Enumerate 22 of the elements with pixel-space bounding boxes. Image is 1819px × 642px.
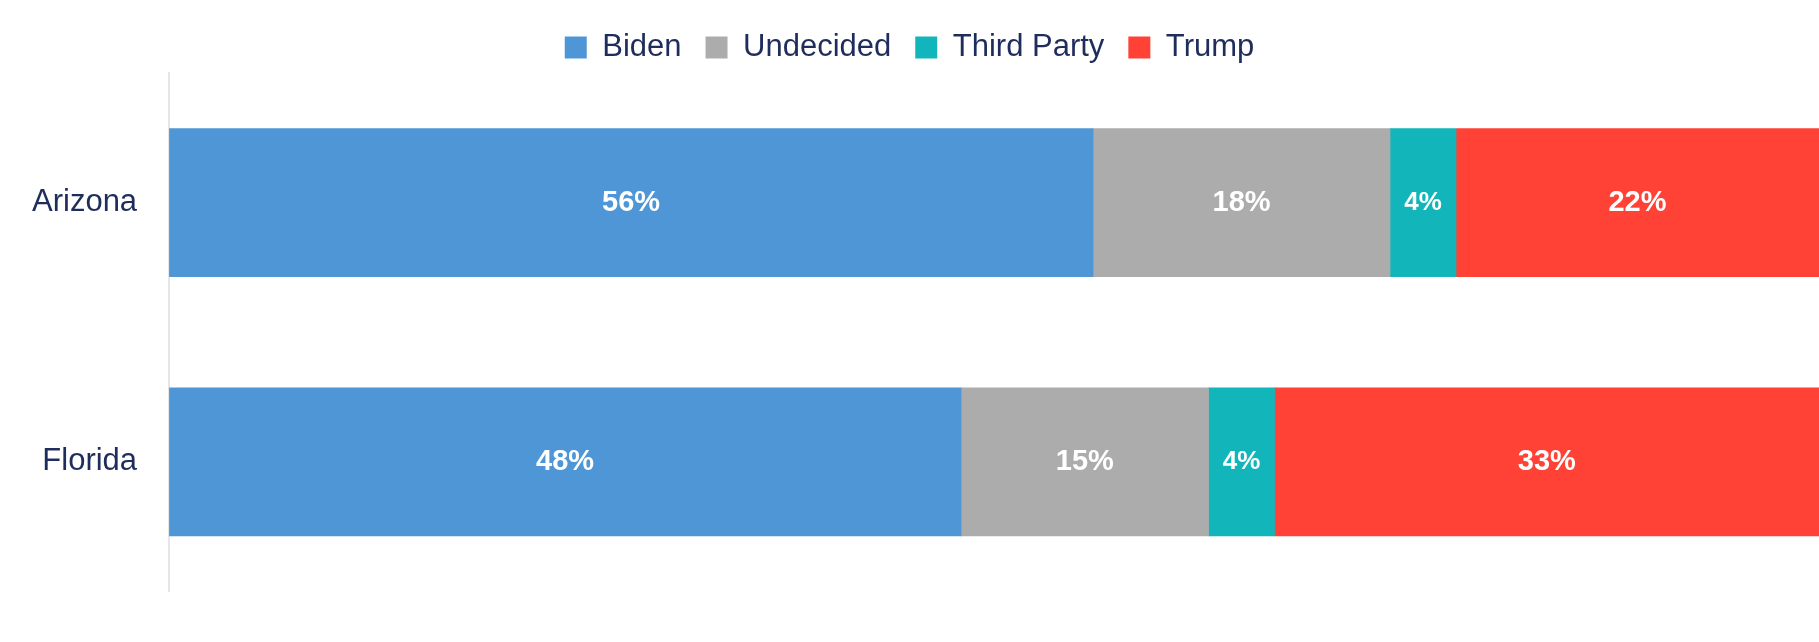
data-label: 4%	[1222, 444, 1261, 475]
data-label: 56%	[602, 184, 661, 217]
bar	[169, 128, 1094, 277]
bar	[1208, 387, 1275, 537]
y-tick-label: Florida	[42, 442, 138, 478]
bar	[1274, 387, 1819, 537]
bar	[1455, 128, 1819, 277]
data-label: 18%	[1212, 184, 1271, 217]
bar	[1092, 128, 1391, 277]
legend-label: Third Party	[952, 28, 1105, 64]
bar	[1389, 128, 1457, 277]
data-label: 15%	[1055, 443, 1115, 476]
y-tick-label: Arizona	[32, 183, 138, 219]
data-label: 33%	[1517, 443, 1576, 476]
legend-label: Undecided	[743, 28, 892, 64]
data-label: 4%	[1404, 185, 1442, 216]
data-label: 48%	[536, 443, 595, 476]
data-label: 22%	[1608, 184, 1667, 217]
legend-label: Biden	[602, 28, 682, 64]
legend-label: Trump	[1165, 28, 1255, 64]
bar	[960, 387, 1209, 537]
bar	[169, 387, 962, 537]
